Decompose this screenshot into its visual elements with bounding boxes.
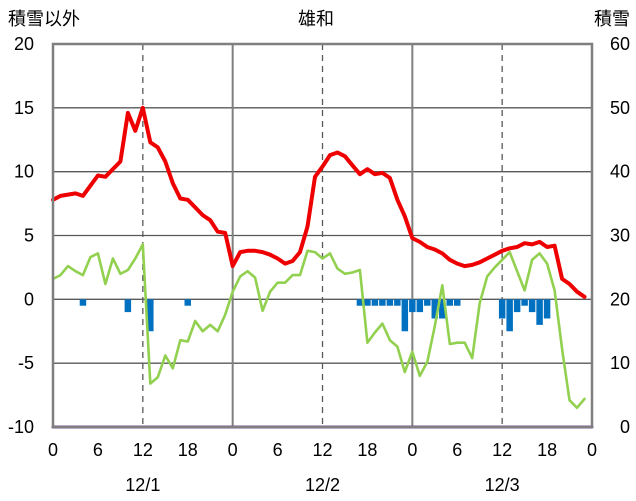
right-tick-label-2: 40 — [610, 162, 630, 182]
blue-bar-21 — [521, 299, 528, 306]
right-tick-label-6: 0 — [620, 417, 630, 437]
x-tick-label-4: 0 — [228, 440, 238, 460]
x-tick-label-10: 12 — [492, 440, 512, 460]
x-tick-label-5: 6 — [273, 440, 283, 460]
left-tick-label-0: 20 — [14, 34, 34, 54]
x-tick-label-1: 6 — [93, 440, 103, 460]
chart-title: 雄和 — [298, 9, 334, 29]
blue-bar-1 — [124, 299, 132, 313]
x-tick-label-6: 12 — [312, 440, 332, 460]
blue-bar-11 — [409, 299, 416, 313]
right-tick-label-3: 30 — [610, 226, 630, 246]
blue-bar-23 — [536, 299, 543, 325]
blue-bar-12 — [416, 299, 424, 313]
x-tick-label-7: 18 — [357, 440, 377, 460]
date-label-2: 12/3 — [485, 475, 520, 495]
blue-bar-0 — [79, 299, 87, 306]
plot-frame — [51, 42, 594, 429]
date-labels: 12/1 12/2 12/3 — [125, 475, 519, 495]
right-tick-label-4: 20 — [610, 289, 630, 309]
blue-bar-4 — [356, 299, 364, 306]
x-tick-label-9: 6 — [452, 440, 462, 460]
right-tick-label-1: 50 — [610, 98, 630, 118]
x-tick-label-12: 0 — [587, 440, 597, 460]
right-tick-labels: 60 50 40 30 20 10 0 — [610, 34, 630, 437]
left-axis-label: 積雪以外 — [8, 9, 80, 29]
left-tick-label-5: -5 — [18, 353, 34, 373]
x-tick-labels: 0 6 12 18 0 6 12 18 0 6 12 18 0 — [48, 440, 597, 460]
left-tick-label-6: -10 — [8, 417, 34, 437]
red-series-line — [51, 105, 587, 299]
blue-bar-17 — [454, 299, 461, 306]
blue-bar-22 — [528, 299, 536, 313]
right-tick-label-0: 60 — [610, 34, 630, 54]
left-tick-label-1: 15 — [14, 98, 34, 118]
right-axis-label: 積雪 — [594, 9, 630, 29]
date-label-1: 12/2 — [305, 475, 340, 495]
blue-bar-2 — [147, 299, 154, 332]
x-tick-label-2: 12 — [133, 440, 153, 460]
x-tick-label-8: 0 — [407, 440, 417, 460]
blue-bar-10 — [401, 299, 409, 332]
left-tick-label-2: 10 — [14, 162, 34, 182]
blue-bar-3 — [184, 299, 191, 306]
right-tick-label-5: 10 — [610, 353, 630, 373]
blue-bar-6 — [371, 299, 379, 306]
blue-bar-13 — [424, 299, 431, 306]
x-tick-label-0: 0 — [48, 440, 58, 460]
date-label-0: 12/1 — [125, 475, 160, 495]
blue-bar-7 — [379, 299, 386, 306]
blue-bar-8 — [386, 299, 394, 306]
blue-bar-18 — [498, 299, 506, 319]
blue-bar-16 — [446, 299, 454, 306]
blue-bar-14 — [431, 299, 439, 319]
left-tick-label-3: 5 — [24, 226, 34, 246]
green-series-line — [51, 243, 586, 410]
blue-bar-15 — [439, 299, 446, 319]
blue-bars — [79, 299, 551, 332]
blue-bar-9 — [394, 299, 401, 306]
blue-bar-19 — [506, 299, 513, 332]
x-tick-label-11: 18 — [537, 440, 557, 460]
blue-bar-24 — [543, 299, 551, 319]
blue-bar-20 — [513, 299, 521, 313]
left-tick-labels: 20 15 10 5 0 -5 -10 — [8, 34, 34, 437]
left-tick-label-4: 0 — [24, 289, 34, 309]
grid — [53, 44, 592, 427]
blue-bar-5 — [364, 299, 371, 306]
x-tick-label-3: 18 — [178, 440, 198, 460]
